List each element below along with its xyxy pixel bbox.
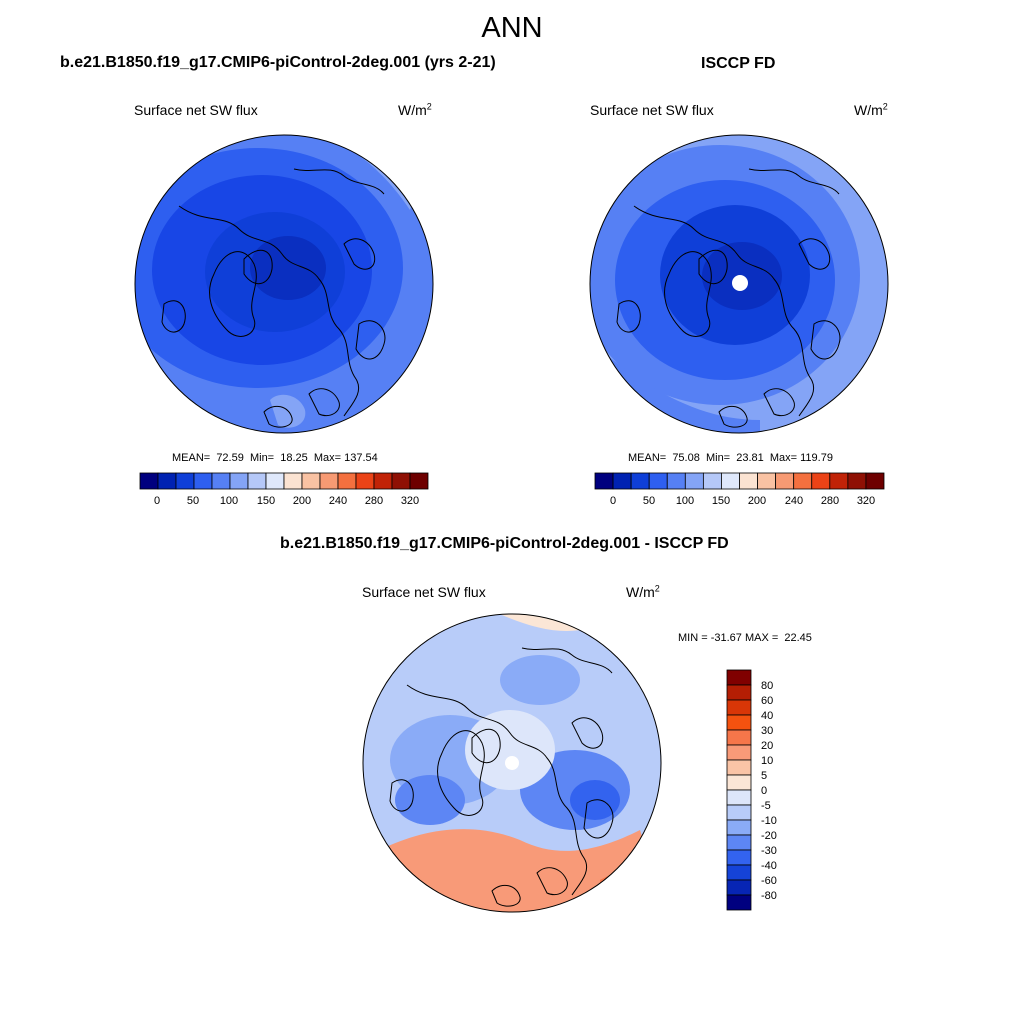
colorbar-tick-label: 40 bbox=[761, 710, 773, 722]
colorbar-swatch bbox=[301, 472, 321, 490]
colorbar-swatch bbox=[726, 894, 752, 911]
colorbar-swatch bbox=[775, 472, 795, 490]
colorbar-tick-label: 30 bbox=[761, 725, 773, 737]
map-obs bbox=[589, 134, 889, 434]
colorbar-swatch bbox=[265, 472, 285, 490]
colorbar-swatch bbox=[409, 472, 429, 490]
panel3-stats: MIN = -31.67 MAX = 22.45 bbox=[678, 632, 812, 644]
colorbar-swatch bbox=[726, 834, 752, 851]
panel2-units: W/m2 bbox=[854, 101, 888, 118]
colorbar-tick-label: -60 bbox=[761, 875, 777, 887]
colorbar-swatch bbox=[157, 472, 177, 490]
colorbar-swatch bbox=[757, 472, 777, 490]
colorbar-swatch bbox=[726, 729, 752, 746]
colorbar-tick-label: -10 bbox=[761, 815, 777, 827]
colorbar-swatch bbox=[726, 684, 752, 701]
colorbar-swatch bbox=[829, 472, 849, 490]
colorbar-tick-label: 50 bbox=[643, 495, 655, 507]
colorbar-swatch bbox=[594, 472, 614, 490]
colorbar-swatch bbox=[319, 472, 339, 490]
colorbar-swatch bbox=[355, 472, 375, 490]
colorbar-swatch bbox=[726, 699, 752, 716]
colorbar-swatch bbox=[612, 472, 632, 490]
colorbar-swatch bbox=[702, 472, 722, 490]
panel3-header: b.e21.B1850.f19_g17.CMIP6-piControl-2deg… bbox=[280, 535, 729, 552]
colorbar-swatch bbox=[865, 472, 885, 490]
colorbar-tick-label: 320 bbox=[857, 495, 875, 507]
colorbar-swatch bbox=[811, 472, 831, 490]
colorbar-difference: 80 60 40 30 20 10 5 0 -5 -10 -20 -30 -40 -60 -80 bbox=[726, 669, 777, 911]
panel1-variable: Surface net SW flux bbox=[134, 102, 258, 118]
colorbar-tick-label: 0 bbox=[154, 495, 160, 507]
colorbar-swatch bbox=[726, 714, 752, 731]
colorbar-tick-label: 150 bbox=[257, 495, 275, 507]
colorbar-tick-label: 240 bbox=[329, 495, 347, 507]
colorbar-tick-label: 240 bbox=[785, 495, 803, 507]
colorbar-swatch bbox=[391, 472, 411, 490]
colorbar-tick-label: -5 bbox=[761, 800, 771, 812]
colorbar-model: 0 50 100 150 200 240 280 320 bbox=[139, 472, 429, 507]
panel2-header: ISCCP FD bbox=[701, 55, 776, 72]
colorbar-swatch bbox=[666, 472, 686, 490]
colorbar-swatch bbox=[726, 669, 752, 686]
colorbar-tick-label: 320 bbox=[401, 495, 419, 507]
colorbar-tick-label: 100 bbox=[676, 495, 694, 507]
colorbar-swatch bbox=[726, 819, 752, 836]
colorbar-swatch bbox=[373, 472, 393, 490]
colorbar-tick-label: 60 bbox=[761, 695, 773, 707]
colorbar-tick-label: 10 bbox=[761, 755, 773, 767]
main-title: ANN bbox=[481, 12, 543, 44]
colorbar-swatch bbox=[630, 472, 650, 490]
colorbar-tick-label: 80 bbox=[761, 680, 773, 692]
colorbar-tick-label: 20 bbox=[761, 740, 773, 752]
colorbar-swatch bbox=[726, 759, 752, 776]
colorbar-tick-label: 0 bbox=[761, 785, 767, 797]
panel1-header: b.e21.B1850.f19_g17.CMIP6-piControl-2deg… bbox=[60, 54, 496, 71]
colorbar-swatch bbox=[229, 472, 249, 490]
panel3-variable: Surface net SW flux bbox=[362, 584, 486, 600]
colorbar-tick-label: 5 bbox=[761, 770, 767, 782]
colorbar-tick-label: 50 bbox=[187, 495, 199, 507]
panel3-units: W/m2 bbox=[626, 583, 660, 600]
colorbar-tick-label: 200 bbox=[748, 495, 766, 507]
colorbar-tick-label: 200 bbox=[293, 495, 311, 507]
colorbar-swatch bbox=[726, 789, 752, 806]
colorbar-tick-label: -40 bbox=[761, 860, 777, 872]
colorbar-swatch bbox=[139, 472, 159, 490]
panel2-stats: MEAN= 75.08 Min= 23.81 Max= 119.79 bbox=[628, 452, 833, 464]
colorbar-swatch bbox=[726, 804, 752, 821]
colorbar-swatch bbox=[726, 864, 752, 881]
colorbar-swatch bbox=[175, 472, 195, 490]
colorbar-tick-label: -20 bbox=[761, 830, 777, 842]
colorbar-swatch bbox=[283, 472, 303, 490]
colorbar-swatch bbox=[211, 472, 231, 490]
colorbar-tick-label: 280 bbox=[365, 495, 383, 507]
colorbar-tick-label: 280 bbox=[821, 495, 839, 507]
colorbar-swatch bbox=[721, 472, 740, 490]
colorbar-tick-label: -80 bbox=[761, 890, 777, 902]
colorbar-swatch bbox=[793, 472, 813, 490]
colorbar-tick-label: 0 bbox=[610, 495, 616, 507]
panel1-stats: MEAN= 72.59 Min= 18.25 Max= 137.54 bbox=[172, 452, 378, 464]
colorbar-swatch bbox=[847, 472, 867, 490]
colorbar-swatch bbox=[726, 744, 752, 761]
colorbar-swatch bbox=[337, 472, 357, 490]
colorbar-swatch bbox=[739, 472, 758, 490]
colorbar-swatch bbox=[726, 774, 752, 791]
colorbar-swatch bbox=[247, 472, 267, 490]
colorbar-tick-label: 100 bbox=[220, 495, 238, 507]
colorbar-swatch bbox=[193, 472, 213, 490]
panel1-units: W/m2 bbox=[398, 101, 432, 118]
colorbar-swatch bbox=[648, 472, 668, 490]
panel2-variable: Surface net SW flux bbox=[590, 102, 714, 118]
colorbar-swatch bbox=[726, 849, 752, 866]
map-model bbox=[134, 134, 434, 434]
colorbar-tick-label: 150 bbox=[712, 495, 730, 507]
colorbar-swatch bbox=[684, 472, 704, 490]
map-difference bbox=[362, 613, 662, 913]
colorbar-swatch bbox=[726, 879, 752, 896]
colorbar-tick-label: -30 bbox=[761, 845, 777, 857]
colorbar-obs: 0 50 100 150 200 240 280 320 bbox=[594, 472, 885, 507]
